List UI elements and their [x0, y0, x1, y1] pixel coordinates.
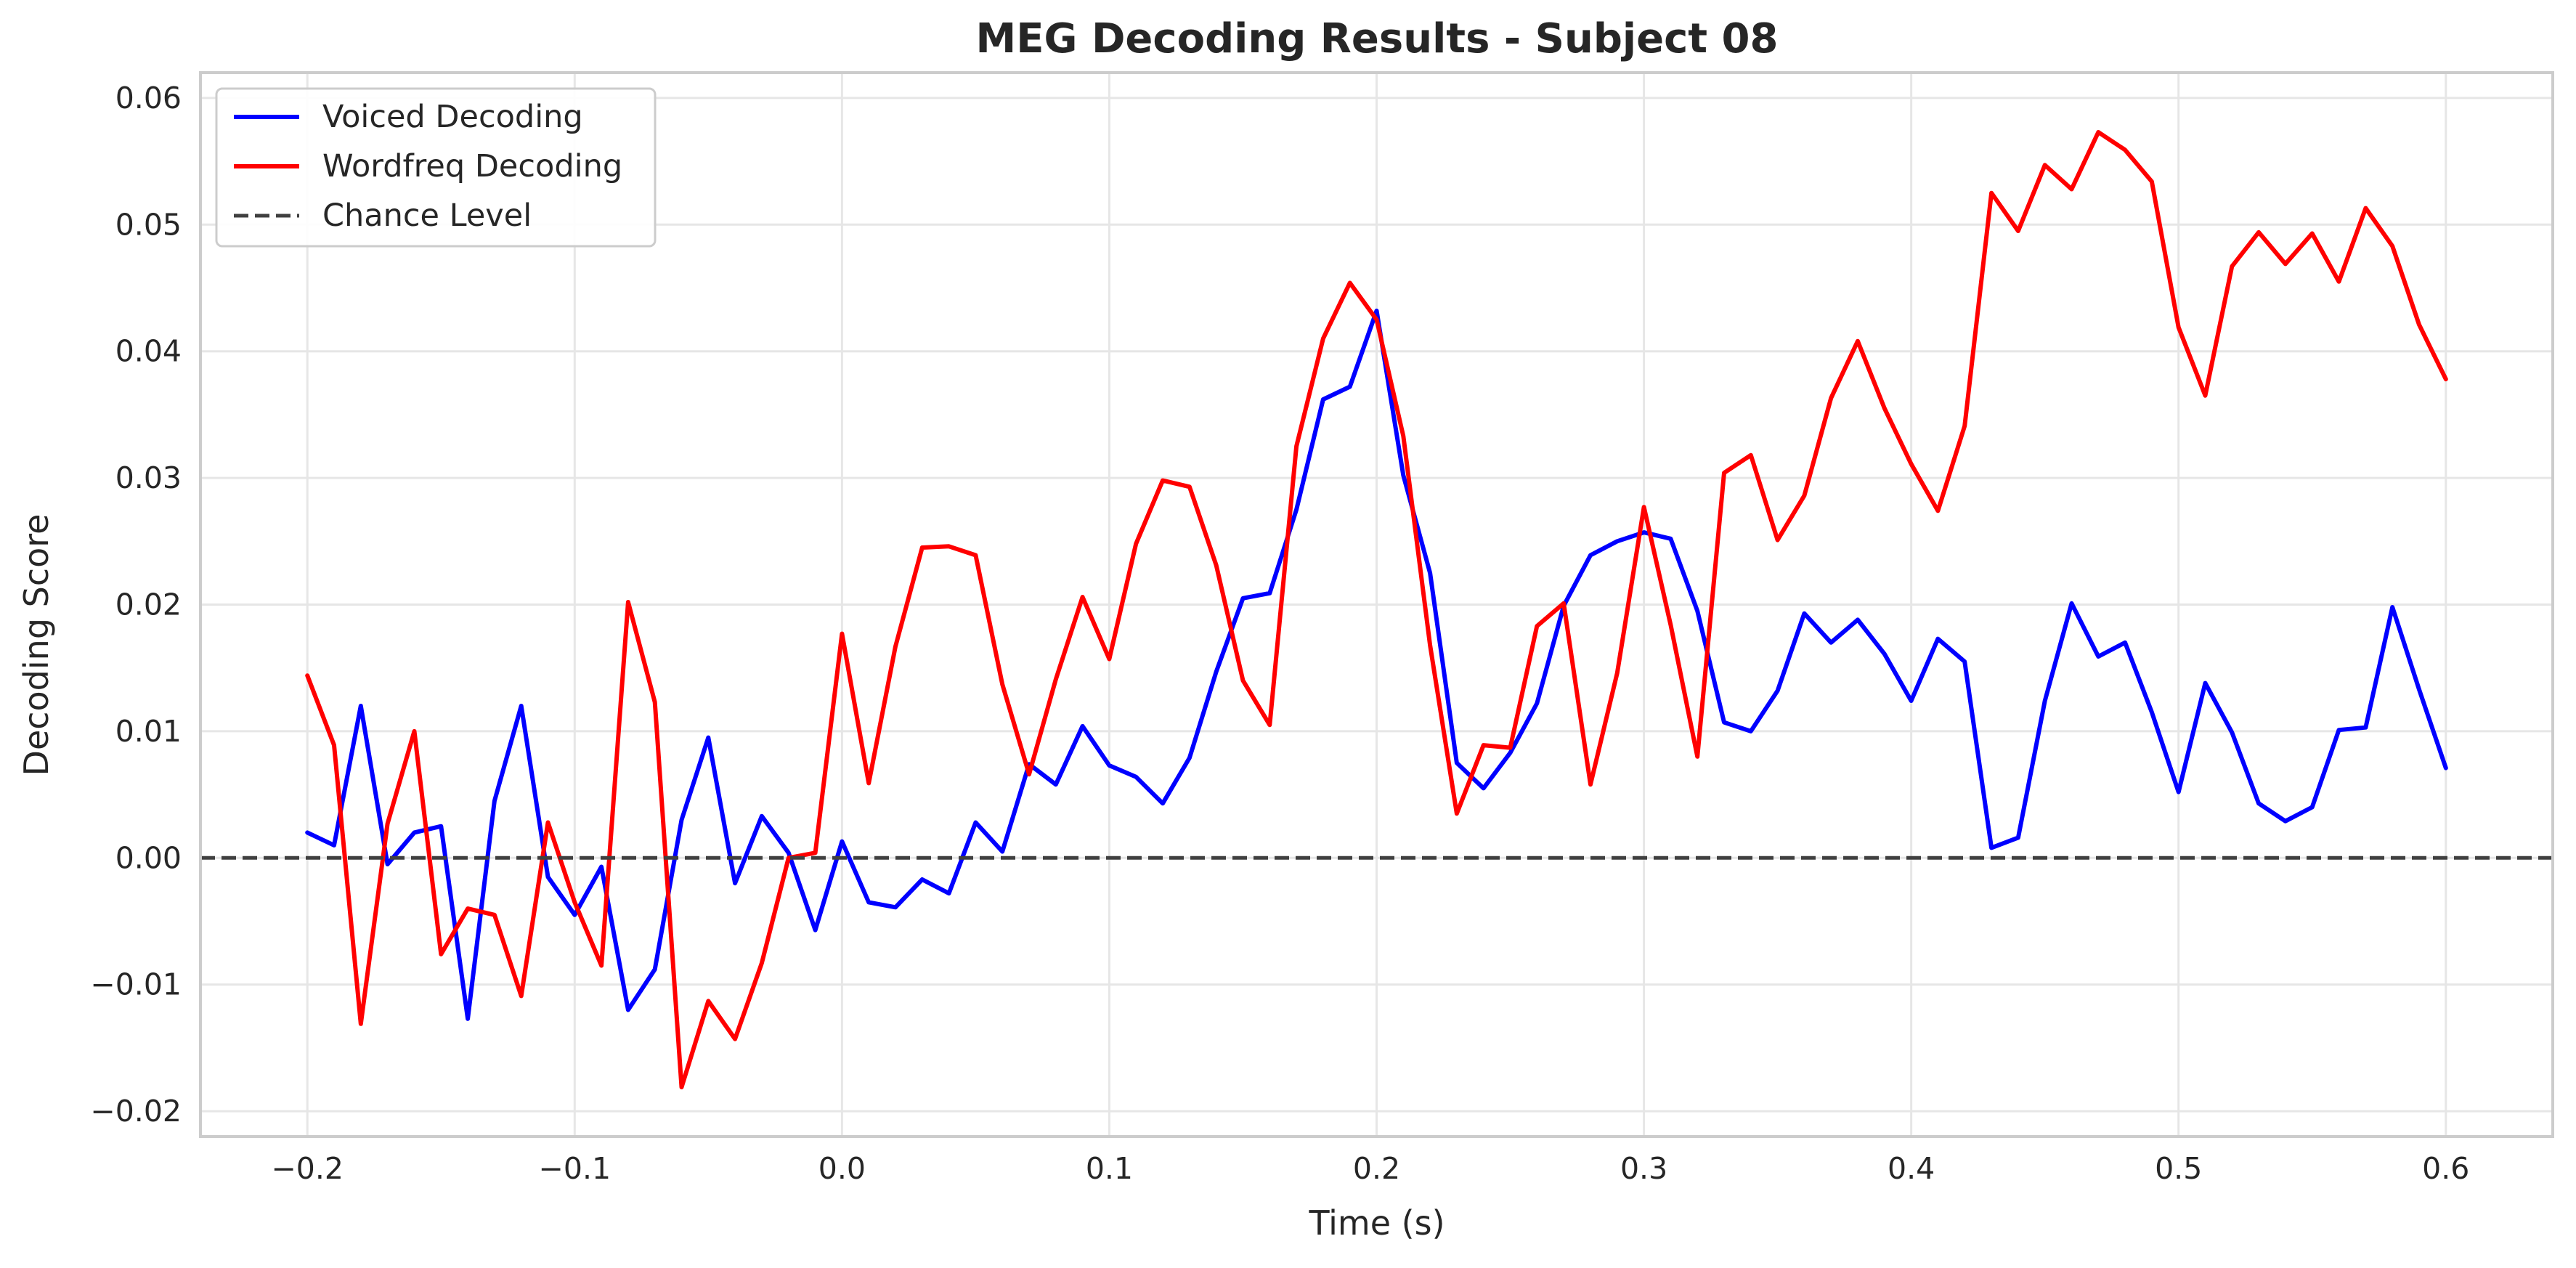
x-axis-label: Time (s): [1308, 1203, 1445, 1243]
y-tick-label: 0.02: [115, 588, 182, 622]
legend-box: [215, 87, 657, 248]
y-tick-label: 0.06: [115, 81, 182, 115]
y-tick-label: 0.01: [115, 714, 182, 749]
plot-frame: [199, 71, 2554, 1138]
legend-label-wordfreq: Wordfreq Decoding: [322, 148, 622, 184]
y-tick-label: 0.04: [115, 334, 182, 369]
y-tick-label: 0.03: [115, 460, 182, 495]
series-line-voiced-decoding: [305, 308, 2448, 1021]
y-tick-label: −0.02: [90, 1094, 182, 1129]
x-tick-label: −0.2: [271, 1151, 344, 1186]
y-tick-label: 0.05: [115, 207, 182, 242]
x-tick-label: 0.6: [2422, 1151, 2469, 1186]
x-tick-label: 0.3: [1620, 1151, 1667, 1186]
y-tick-label: −0.01: [90, 967, 182, 1002]
y-tick-label: 0.00: [115, 840, 182, 875]
series-lines: [200, 130, 2553, 1089]
x-tick-label: 0.0: [818, 1151, 866, 1186]
x-tick-label: 0.4: [1888, 1151, 1935, 1186]
x-tick-label: 0.1: [1086, 1151, 1133, 1186]
legend-label-voiced: Voiced Decoding: [322, 99, 583, 135]
legend: Voiced Decoding Wordfreq Decoding Chance…: [215, 87, 657, 248]
legend-label-chance: Chance Level: [322, 198, 532, 234]
series-line-wordfreq-decoding: [305, 130, 2448, 1089]
chart-title: MEG Decoding Results - Subject 08: [976, 15, 1779, 62]
y-axis-label: Decoding Score: [17, 514, 56, 776]
x-axis-ticks: −0.2 −0.1 0.0 0.1 0.2 0.3 0.4 0.5 0.6: [271, 1151, 2469, 1186]
x-tick-label: 0.5: [2155, 1151, 2202, 1186]
y-axis-ticks: −0.02 −0.01 0.00 0.01 0.02 0.03 0.04 0.05 0.06: [90, 81, 182, 1129]
x-tick-label: −0.1: [539, 1151, 612, 1186]
x-tick-label: 0.2: [1353, 1151, 1400, 1186]
